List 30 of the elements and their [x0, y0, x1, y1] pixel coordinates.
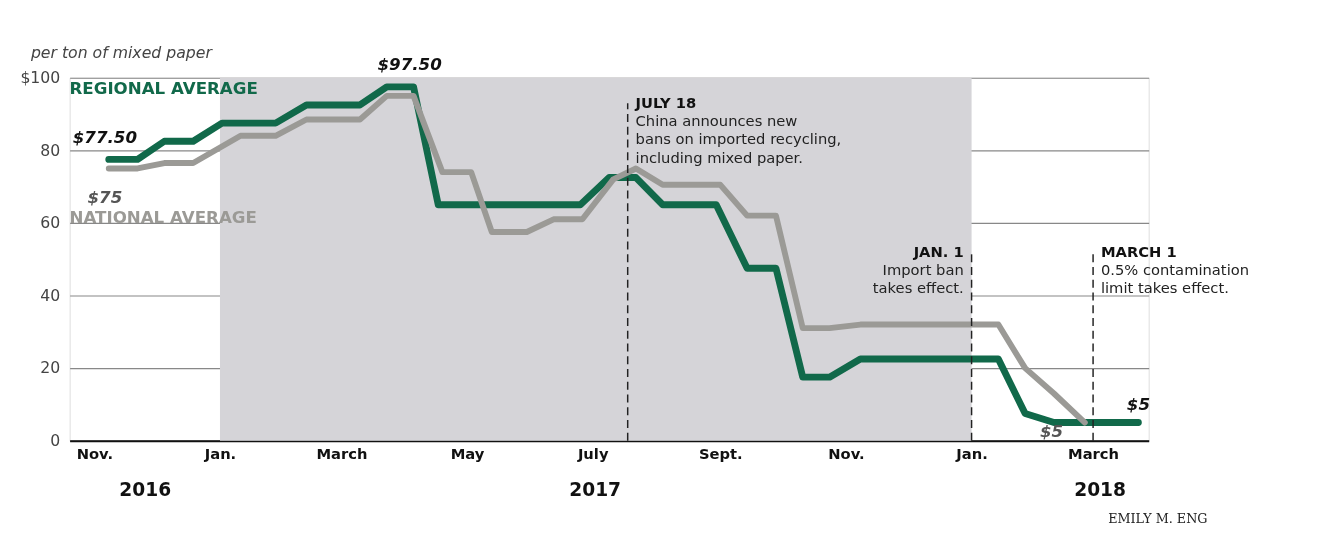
- x-tick-label: Sept.: [699, 444, 743, 462]
- x-tick-label: March: [316, 444, 368, 462]
- y-tick-label: 80: [40, 140, 61, 160]
- y-axis-title: per ton of mixed paper: [29, 42, 214, 62]
- data-label: $75: [87, 187, 123, 207]
- x-tick-label: Nov.: [828, 444, 865, 462]
- text: NATIONAL AVERAGE: [69, 208, 257, 228]
- ref-line-label: JAN. 1 Import ban takes effect.: [872, 242, 964, 297]
- x-tick-label: July: [576, 444, 609, 462]
- data-label: $97.50: [377, 55, 442, 75]
- y-tick-label: 60: [40, 213, 61, 233]
- data-label: $5: [1126, 394, 1150, 414]
- y-tick-label: 20: [40, 358, 61, 378]
- text: 2017: [569, 478, 622, 500]
- text: EMILY M. ENG: [1108, 511, 1208, 527]
- data-label: $5: [1039, 422, 1064, 442]
- x-tick-label: Jan.: [203, 444, 237, 462]
- ref-line-label: JULY 18 China announces new bans on imported recycling, including mixed paper.: [634, 94, 842, 166]
- y-tick-label: $100: [20, 68, 61, 88]
- x-tick-label: Jan.: [955, 444, 988, 462]
- x-tick-label: May: [450, 444, 485, 462]
- y-tick-label: 0: [50, 431, 61, 451]
- y-tick-label: 40: [40, 285, 61, 305]
- x-tick-label: Nov.: [76, 444, 114, 462]
- x-tick-label: March: [1068, 444, 1120, 462]
- text: 2016: [119, 478, 172, 500]
- data-label: $77.50: [72, 127, 137, 147]
- text: 2018: [1074, 478, 1127, 500]
- ref-line-label: MARCH 1 0.5% contamination limit takes effect.: [1100, 242, 1250, 297]
- series-label: REGIONAL AVERAGE: [69, 78, 258, 98]
